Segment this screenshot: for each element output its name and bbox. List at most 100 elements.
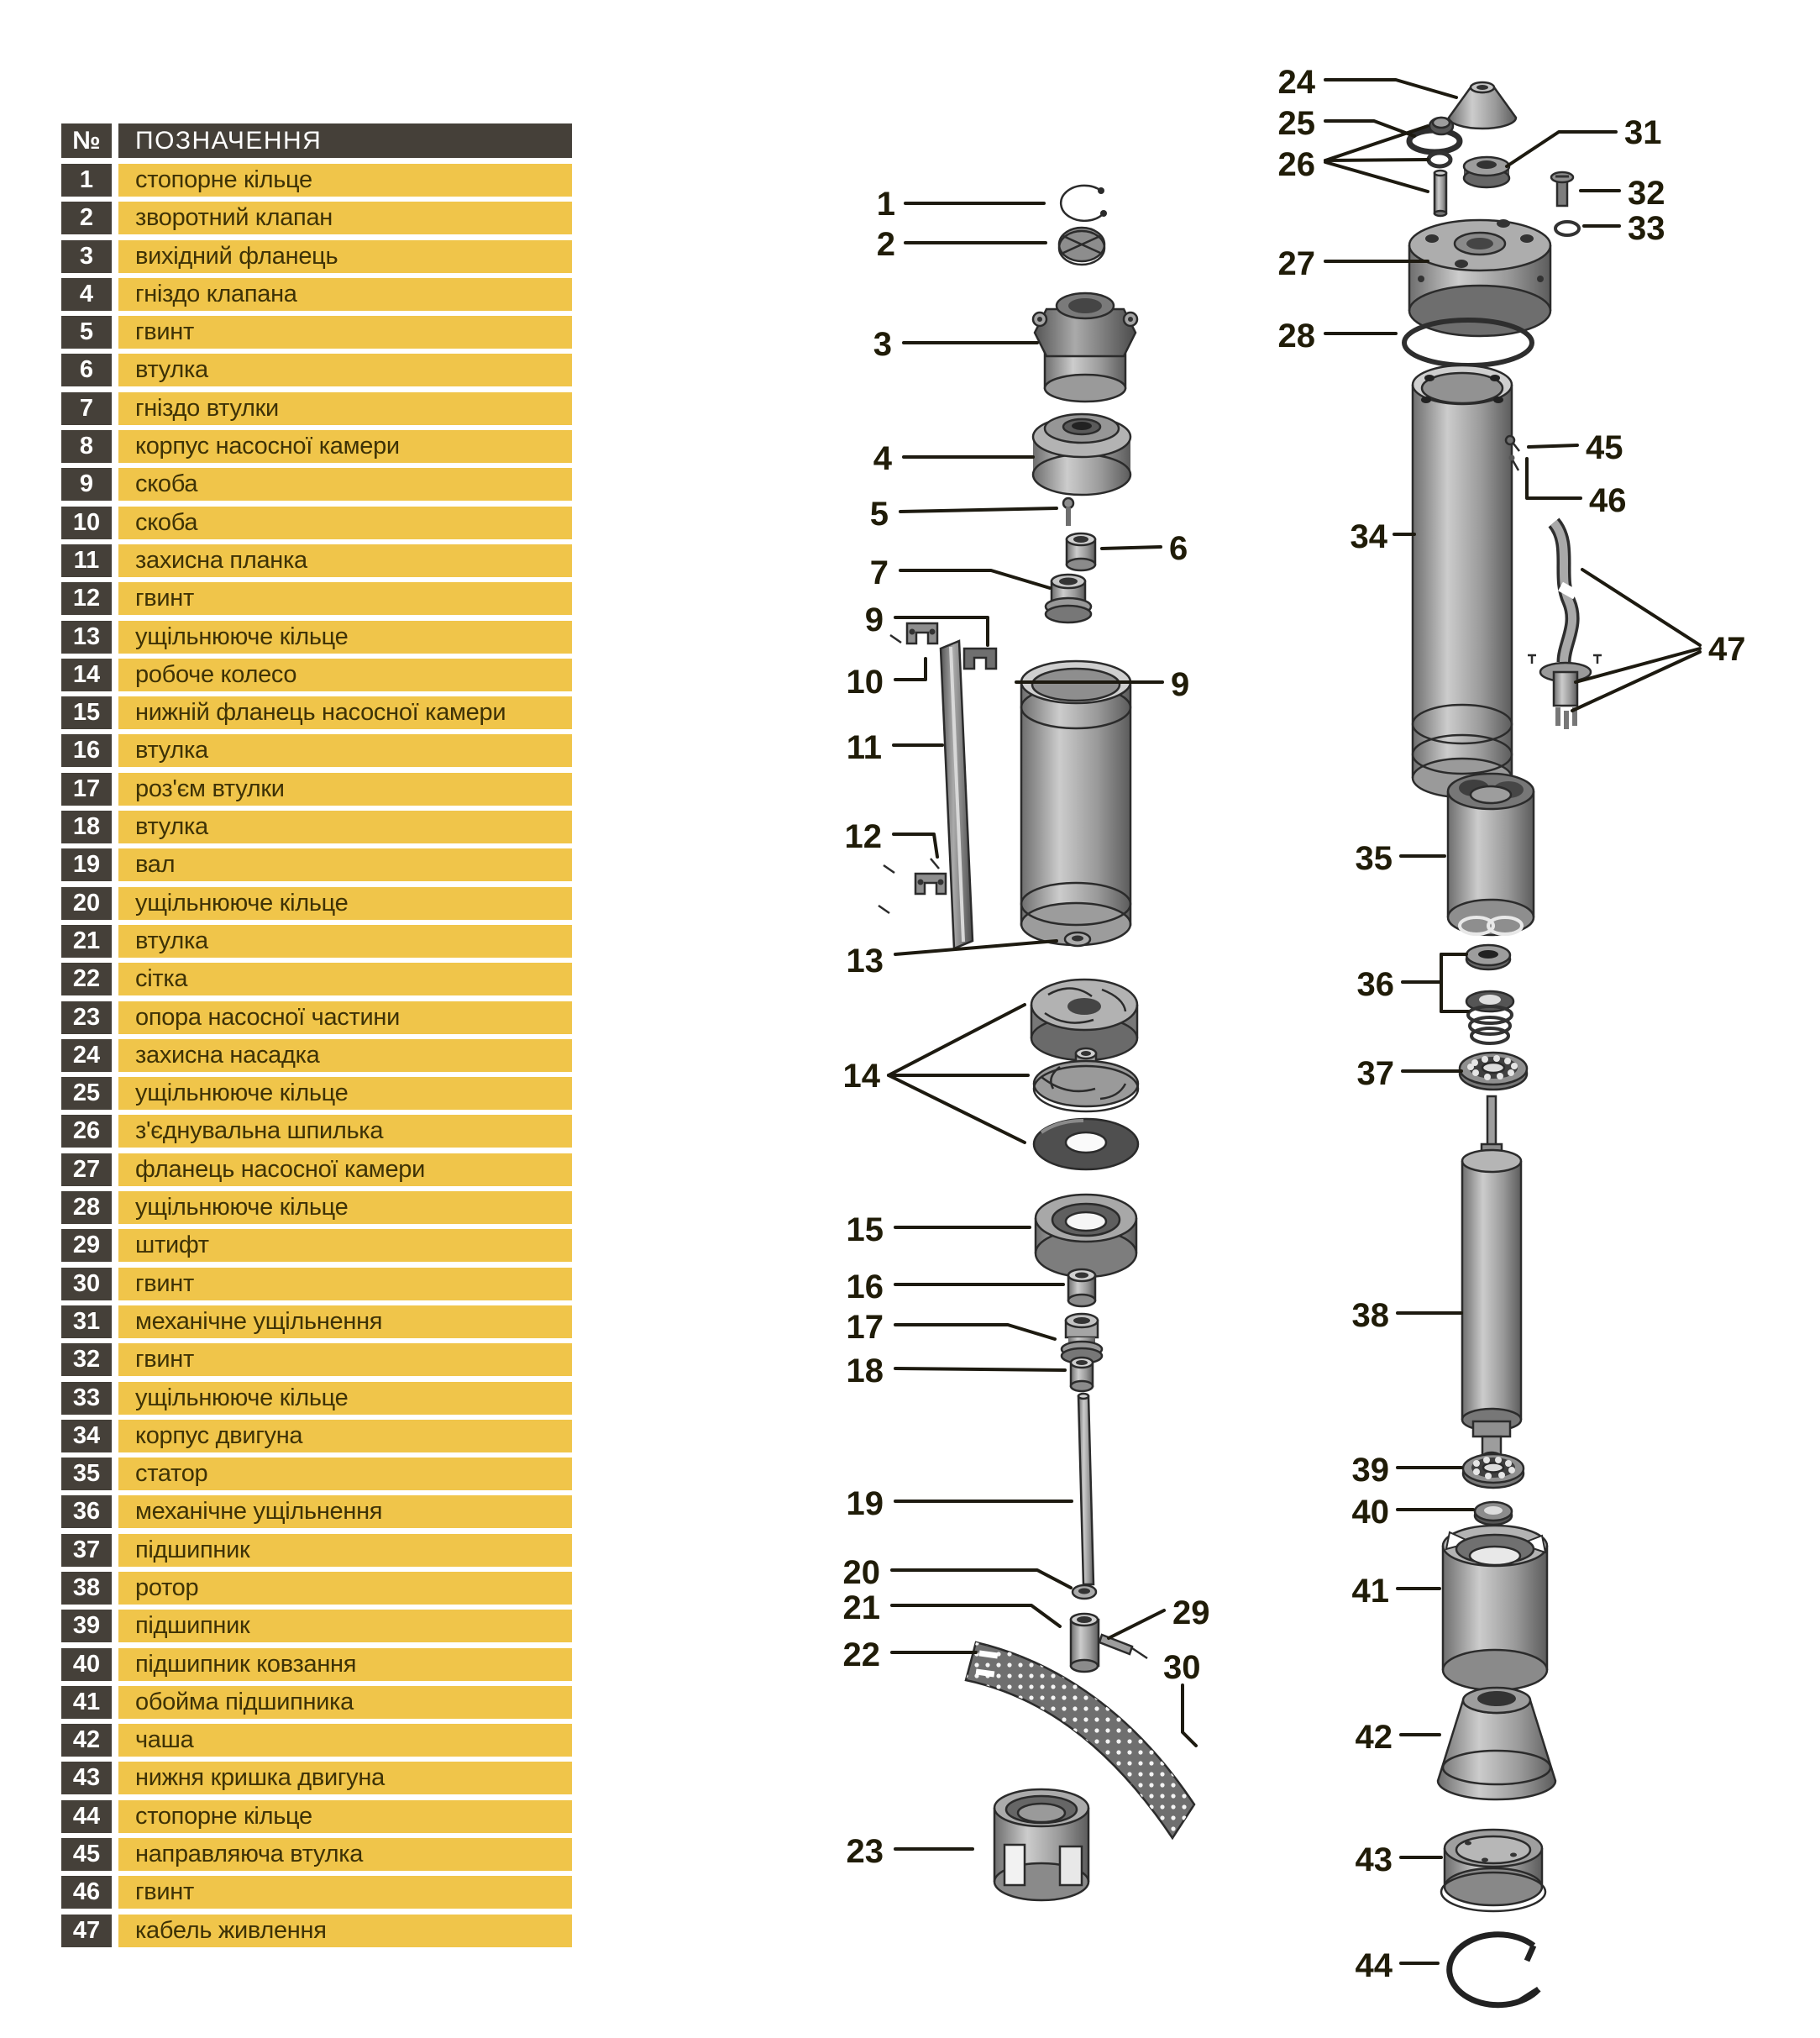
- row-number: 16: [61, 734, 112, 768]
- row-part-name: підшипник: [118, 1610, 572, 1643]
- callout-22: 22: [843, 1636, 881, 1673]
- row-number: 32: [61, 1343, 112, 1377]
- table-row: 23 опора насосної частини: [61, 1001, 572, 1034]
- table-header-number: №: [61, 123, 112, 158]
- row-part-name: втулка: [118, 734, 572, 768]
- row-part-name: гніздо втулки: [118, 391, 572, 425]
- part-bushing-seat-7: [1044, 573, 1093, 624]
- row-part-name: роз'єм втулки: [118, 772, 572, 806]
- part-pump-chamber-housing-8: [1020, 659, 1132, 947]
- table-row: 40 підшипник ковзання: [61, 1647, 572, 1681]
- table-row: 42 чаша: [61, 1724, 572, 1757]
- callout-9: 9: [865, 601, 884, 638]
- row-number: 31: [61, 1305, 112, 1338]
- part-bushing-16: [1067, 1268, 1097, 1308]
- row-number: 41: [61, 1685, 112, 1719]
- leader-line: [1107, 1609, 1166, 1640]
- callout-13: 13: [847, 943, 884, 980]
- leader-line: [890, 1604, 1062, 1628]
- row-number: 27: [61, 1153, 112, 1186]
- row-number: 6: [61, 354, 112, 387]
- part-washer-14c: [1032, 1117, 1140, 1171]
- row-number: 30: [61, 1267, 112, 1300]
- table-row: 1 стопорне кільце: [61, 164, 572, 197]
- part-guard-strip-11: [939, 639, 974, 950]
- callout-32: 32: [1628, 175, 1665, 212]
- table-row: 19 вал: [61, 848, 572, 882]
- table-row: 28 ущільнююче кільце: [61, 1191, 572, 1225]
- row-number: 11: [61, 544, 112, 577]
- table-row: 32 гвинт: [61, 1343, 572, 1377]
- callout-43: 43: [1356, 1841, 1393, 1878]
- callout-45: 45: [1586, 429, 1623, 466]
- table-row: 20 ущільнююче кільце: [61, 886, 572, 920]
- row-number: 9: [61, 468, 112, 502]
- callout-14: 14: [843, 1058, 881, 1095]
- row-number: 39: [61, 1610, 112, 1643]
- row-part-name: чаша: [118, 1724, 572, 1757]
- table-row: 6 втулка: [61, 354, 572, 387]
- row-part-name: корпус двигуна: [118, 1419, 572, 1452]
- row-number: 34: [61, 1419, 112, 1452]
- part-seal-ring-13: [1063, 931, 1092, 948]
- leader-line: [1324, 119, 1416, 138]
- leader-line: [1100, 545, 1162, 550]
- table-row: 5 гвинт: [61, 316, 572, 349]
- row-number: 40: [61, 1647, 112, 1681]
- callout-31: 31: [1624, 114, 1662, 151]
- table-row: 34 корпус двигуна: [61, 1419, 572, 1452]
- table-row: 8 корпус насосної камери: [61, 430, 572, 464]
- row-number: 14: [61, 658, 112, 691]
- table-row: 17 роз'єм втулки: [61, 772, 572, 806]
- part-bearing-37: [1458, 1051, 1529, 1091]
- row-part-name: сітка: [118, 963, 572, 996]
- row-number: 33: [61, 1381, 112, 1415]
- row-number: 45: [61, 1838, 112, 1872]
- part-rotor-38: [1461, 1095, 1523, 1463]
- row-part-name: ущільнююче кільце: [118, 1381, 572, 1415]
- part-mech-seal-36: [1465, 943, 1515, 1045]
- part-snap-ring-44: [1446, 1931, 1541, 2009]
- part-bearing-holder-41: [1441, 1524, 1549, 1692]
- callout-19: 19: [847, 1485, 884, 1522]
- callout-36: 36: [1357, 966, 1395, 1003]
- part-motor-bottom-cover-43: [1440, 1828, 1547, 1913]
- leader-line: [1527, 444, 1579, 449]
- part-guide-bushing-45: [1504, 434, 1520, 452]
- row-part-name: гніздо клапана: [118, 277, 572, 311]
- table-row: 47 кабель живлення: [61, 1914, 572, 1947]
- callout-5: 5: [870, 496, 889, 533]
- row-number: 22: [61, 963, 112, 996]
- table-row: 9 скоба: [61, 468, 572, 502]
- table-row: 15 нижній фланець насосної камери: [61, 696, 572, 730]
- row-number: 29: [61, 1229, 112, 1263]
- row-number: 24: [61, 1038, 112, 1072]
- table-row: 21 втулка: [61, 924, 572, 958]
- row-part-name: втулка: [118, 811, 572, 844]
- row-part-name: з'єднувальна шпилька: [118, 1115, 572, 1148]
- part-screw-5: [1062, 496, 1075, 526]
- callout-37: 37: [1357, 1055, 1395, 1092]
- part-impeller-14b: [1032, 1047, 1140, 1113]
- row-number: 12: [61, 582, 112, 616]
- parts-table-rows: 1 стопорне кільце 2 зворотний клапан 3 в…: [61, 164, 572, 1947]
- row-part-name: вал: [118, 848, 572, 882]
- part-stator-35: [1446, 772, 1535, 937]
- table-row: 7 гніздо втулки: [61, 391, 572, 425]
- table-row: 3 вихідний фланець: [61, 239, 572, 273]
- callout-18: 18: [847, 1353, 884, 1389]
- row-part-name: стопорне кільце: [118, 1799, 572, 1833]
- leader-line: [894, 939, 1058, 956]
- leader-line: [899, 507, 1058, 513]
- leader-line: [1324, 124, 1429, 162]
- leader-line: [894, 1323, 1057, 1341]
- part-screws-12: [878, 858, 940, 915]
- row-number: 38: [61, 1571, 112, 1605]
- leader-line: [887, 1003, 1026, 1077]
- table-row: 12 гвинт: [61, 582, 572, 616]
- callout-2: 2: [877, 226, 895, 263]
- part-bushing-joint-17: [1060, 1312, 1104, 1365]
- table-row: 41 обойма підшипника: [61, 1685, 572, 1719]
- table-row: 33 ущільнююче кільце: [61, 1381, 572, 1415]
- table-row: 29 штифт: [61, 1229, 572, 1263]
